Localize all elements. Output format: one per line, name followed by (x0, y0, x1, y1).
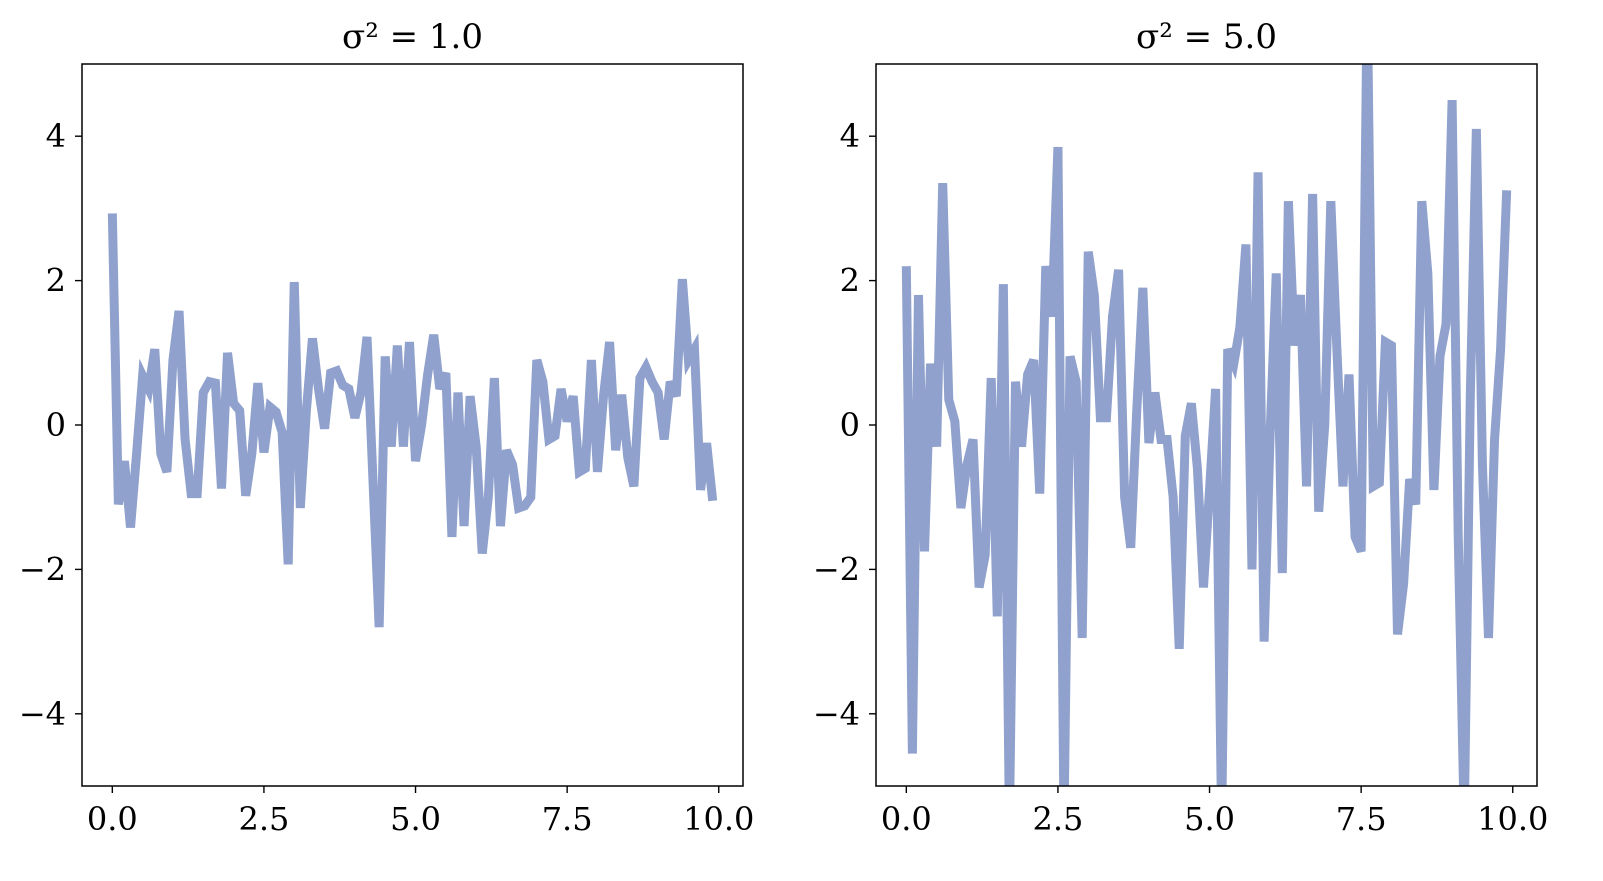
y-tick-label: 2 (840, 262, 860, 300)
subplot-sigma-1: 0.0 2.5 5.0 7.5 10.0 4 2 0 −2 −4 σ² = 1.0 (19, 17, 755, 838)
chart-title: σ² = 1.0 (342, 17, 483, 57)
y-tick-label: −4 (813, 695, 860, 733)
x-tick-label: 0.0 (87, 800, 138, 838)
y-tick-label: −4 (19, 695, 66, 733)
x-tick-label: 10.0 (1477, 800, 1548, 838)
y-tick-label: −2 (813, 550, 860, 588)
x-tick-label: 5.0 (390, 800, 441, 838)
subplot-sigma-5: 0.0 2.5 5.0 7.5 10.0 4 2 0 −2 −4 σ² = 5.0 (813, 17, 1549, 838)
series-line-0 (107, 213, 718, 628)
x-tick-label: 0.0 (881, 800, 932, 838)
series-line-0 (901, 64, 1512, 786)
chart-title: σ² = 5.0 (1136, 17, 1277, 57)
y-tick-label: 4 (46, 117, 66, 155)
x-tick-label: 7.5 (542, 800, 593, 838)
x-tick-label: 2.5 (238, 800, 289, 838)
x-tick-label: 5.0 (1184, 800, 1235, 838)
y-tick-label: −2 (19, 550, 66, 588)
x-tick-label: 10.0 (683, 800, 754, 838)
x-tick-label: 7.5 (1336, 800, 1387, 838)
y-tick-label: 4 (840, 117, 860, 155)
y-tick-label: 0 (840, 406, 860, 444)
y-tick-label: 2 (46, 262, 66, 300)
y-tick-label: 0 (46, 406, 66, 444)
x-tick-label: 2.5 (1032, 800, 1083, 838)
